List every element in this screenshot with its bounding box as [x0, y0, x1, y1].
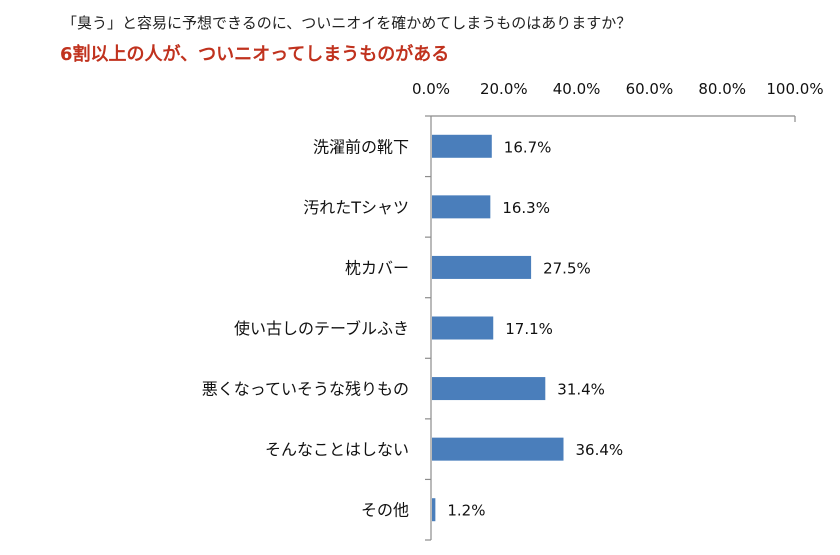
value-label: 36.4%	[575, 441, 623, 459]
category-label: 洗濯前の靴下	[313, 137, 409, 156]
value-label: 1.2%	[447, 502, 485, 520]
tick-labels: 0.0% 20.0% 40.0% 60.0% 80.0% 100.0%	[412, 80, 824, 98]
value-label: 16.3%	[502, 199, 550, 217]
category-label: 汚れたTシャツ	[303, 198, 409, 217]
value-label: 31.4%	[557, 381, 605, 399]
chart-headline: 6割以上の人が、ついニオってしまうものがある	[60, 44, 450, 65]
category-label: 悪くなっていそうな残りもの	[202, 380, 409, 399]
category-label: 使い古しのテーブルふき	[234, 319, 409, 338]
category-label: その他	[361, 501, 409, 520]
chart-question: 「臭う」と容易に予想できるのに、ついニオイを確かめてしまうものはありますか？	[62, 14, 632, 32]
bar	[432, 134, 492, 158]
tick-label: 20.0%	[480, 80, 528, 98]
tick-label: 0.0%	[412, 80, 450, 98]
category-label: そんなことはしない	[265, 440, 409, 459]
bar	[432, 437, 564, 461]
tick-label: 60.0%	[626, 80, 674, 98]
bar	[432, 316, 494, 340]
tick-label: 80.0%	[698, 80, 746, 98]
value-label: 17.1%	[505, 320, 553, 338]
bars	[432, 134, 564, 522]
bar	[432, 498, 436, 522]
category-label: 枕カバー	[345, 258, 409, 277]
value-labels: 16.7% 16.3% 27.5% 17.1% 31.4% 36.4% 1.2%	[447, 138, 623, 519]
bar	[432, 255, 532, 279]
category-labels: 洗濯前の靴下汚れたTシャツ枕カバー使い古しのテーブルふき悪くなっていそうな残りも…	[202, 137, 409, 519]
bar	[432, 195, 491, 219]
tick-label: 40.0%	[553, 80, 601, 98]
axes	[425, 115, 796, 541]
tick-label: 100.0%	[766, 80, 823, 98]
bar	[432, 377, 546, 401]
value-label: 16.7%	[504, 138, 552, 156]
value-label: 27.5%	[543, 259, 591, 277]
